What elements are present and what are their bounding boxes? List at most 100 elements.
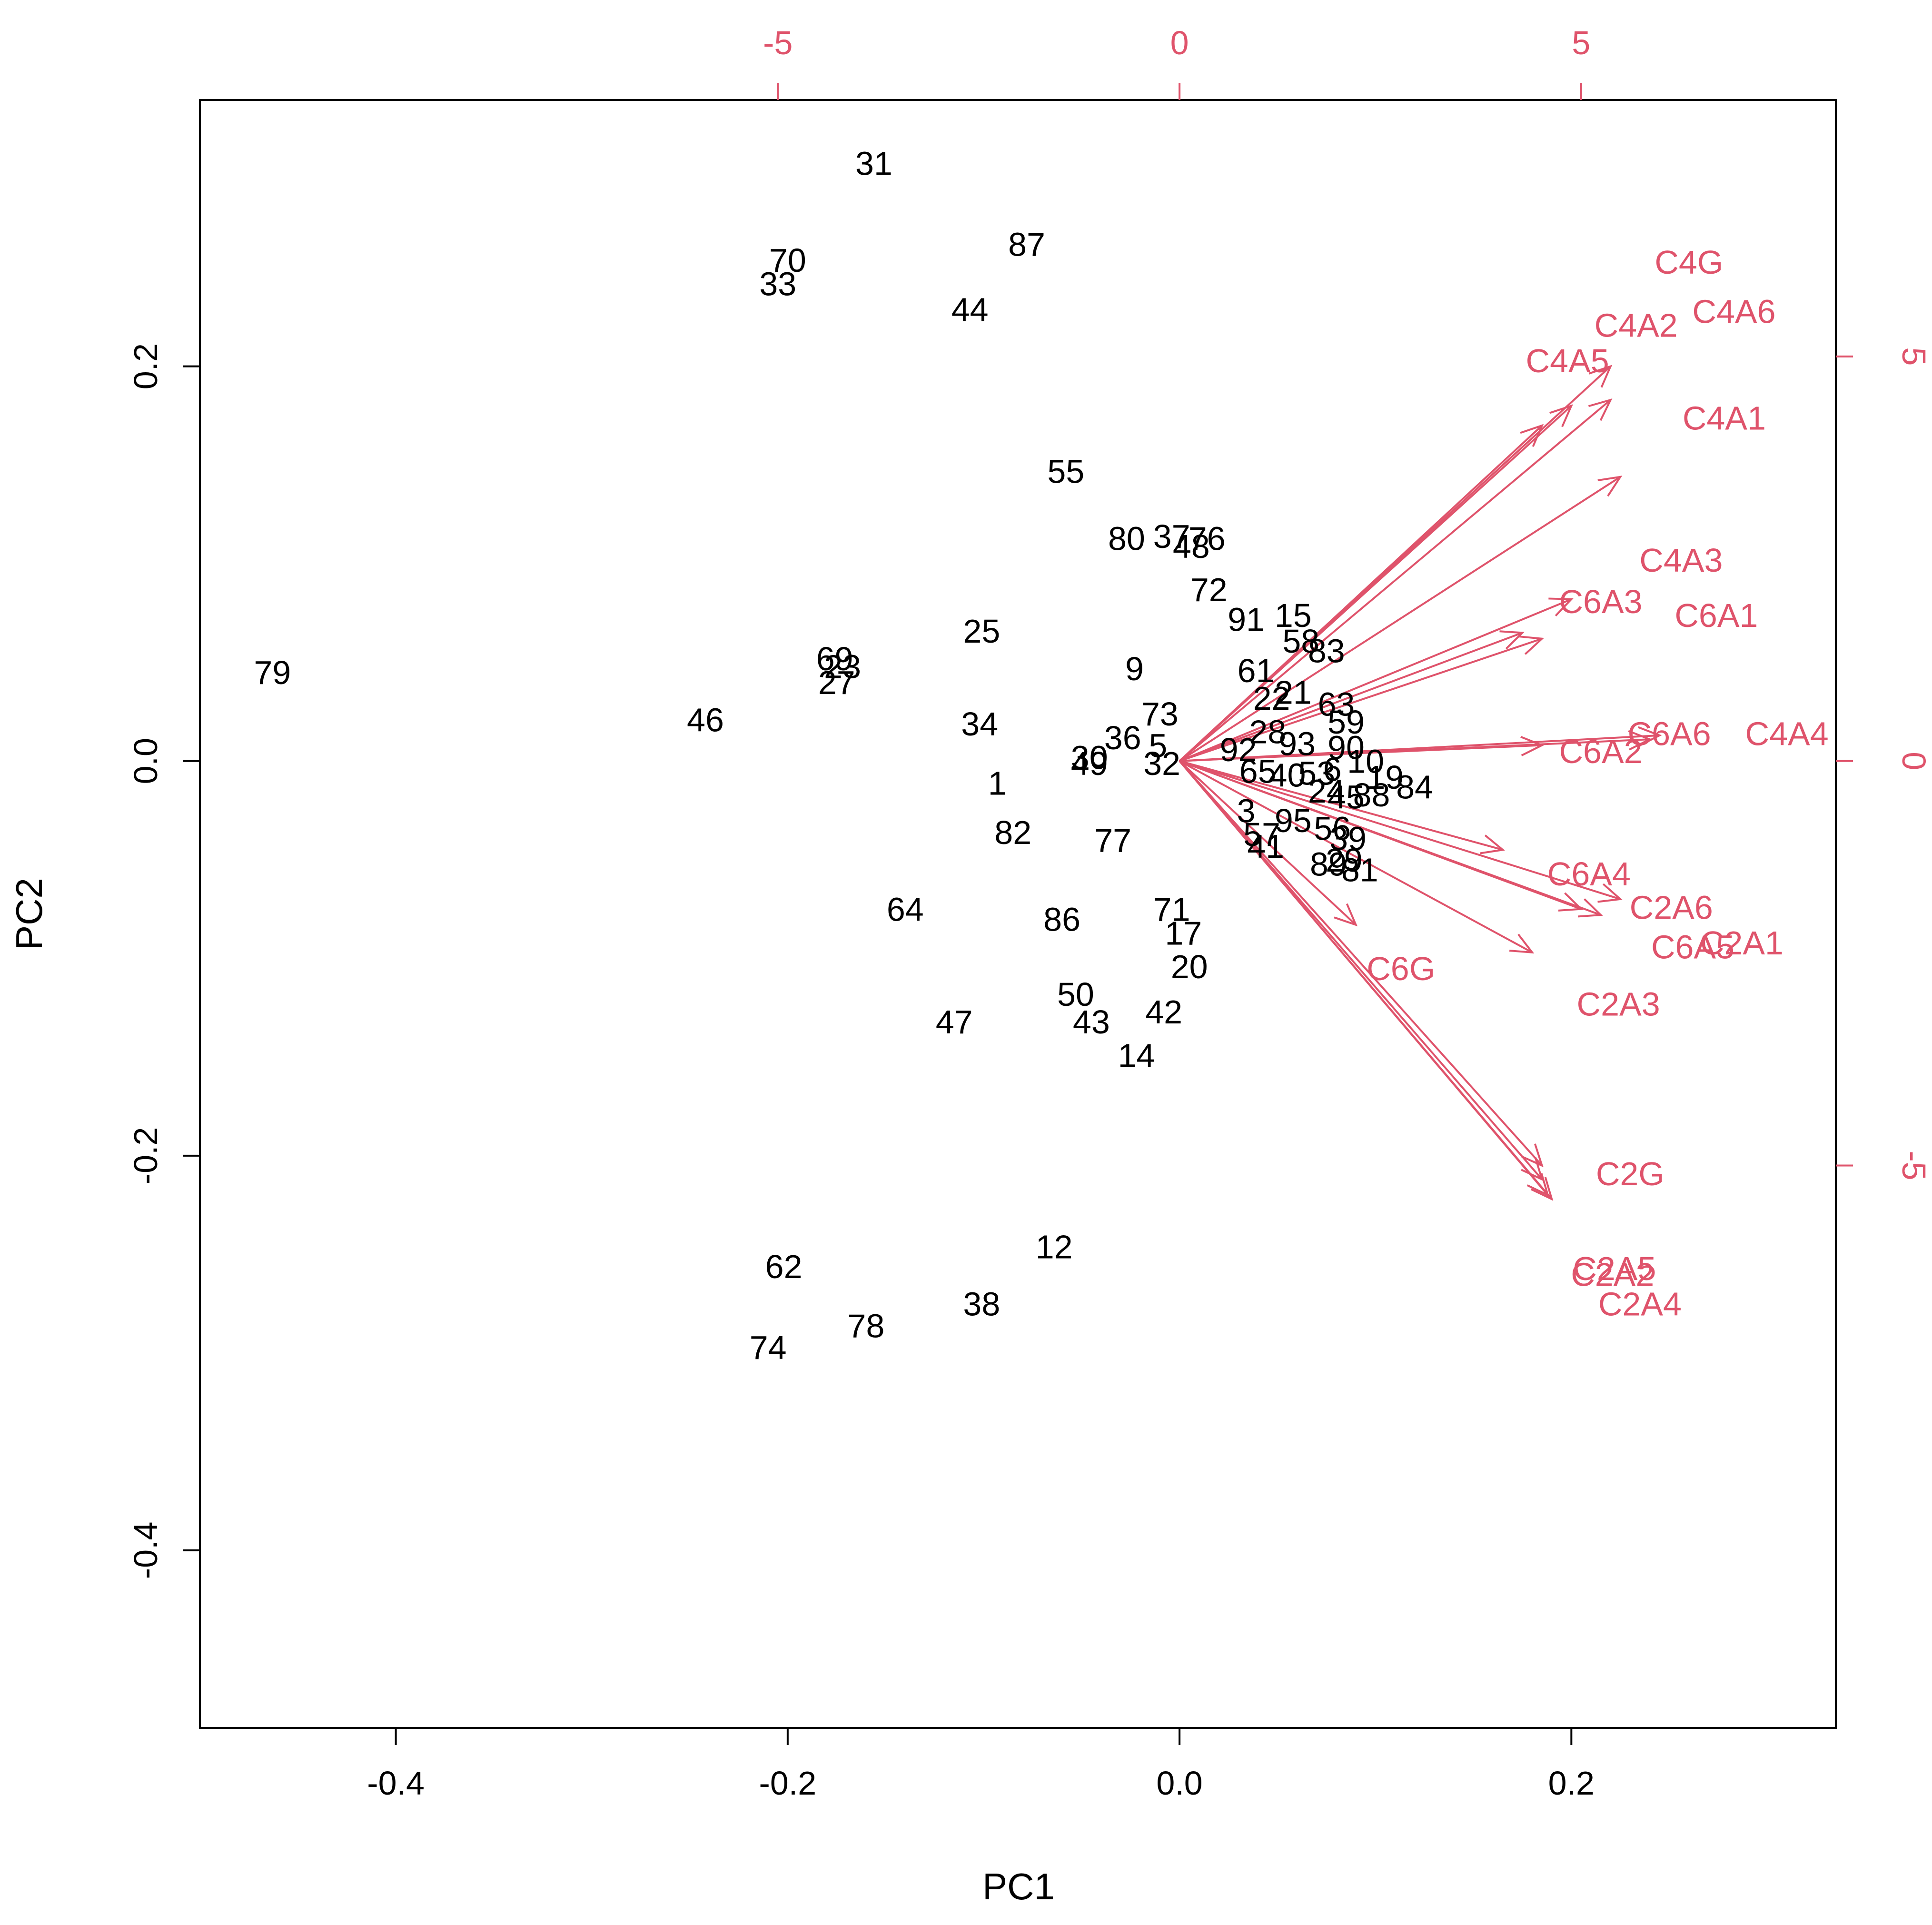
arrow-shaft — [1179, 399, 1611, 762]
observation-label: 9 — [1125, 650, 1144, 687]
observation-label: 29 — [1326, 842, 1363, 879]
loading-arrow — [1179, 760, 1603, 918]
observation-label: 91 — [1228, 601, 1265, 638]
observation-label: 58 — [1282, 623, 1319, 660]
observation-label: 43 — [1073, 1003, 1110, 1041]
variable-label: C4A2 — [1595, 307, 1678, 344]
observation-label: 24 — [1308, 773, 1345, 810]
observation-label: 50 — [1057, 976, 1094, 1013]
arrow-head — [1548, 597, 1574, 616]
loading-arrows — [1179, 365, 1662, 1201]
observation-label: 6 — [1323, 751, 1342, 788]
x2-tick-label: 0 — [1170, 24, 1189, 61]
x2-tick-label: 5 — [1572, 24, 1590, 61]
observation-label: 23 — [824, 648, 861, 685]
variable-label: C2A4 — [1598, 1286, 1682, 1323]
observation-label: 42 — [1145, 993, 1182, 1031]
arrow-head — [1509, 933, 1535, 954]
observation-label: 63 — [1318, 686, 1355, 723]
arrow-head — [1549, 404, 1573, 427]
observation-label: 22 — [1253, 680, 1290, 717]
variable-label: C4G — [1655, 244, 1723, 281]
arrow-head — [1519, 635, 1545, 655]
observation-label: 39 — [1329, 820, 1367, 857]
loading-arrow — [1179, 597, 1574, 762]
arrow-shaft — [1179, 637, 1543, 762]
observation-label: 31 — [855, 145, 892, 182]
x-axis-secondary: -5 0 5 — [763, 24, 1590, 100]
arrow-head — [1578, 898, 1603, 918]
observation-label: 46 — [687, 702, 724, 739]
observation-label: 10 — [1347, 743, 1384, 780]
observation-label: 90 — [1328, 729, 1365, 766]
observation-label: 69 — [816, 640, 853, 677]
observation-label: 65 — [1239, 753, 1277, 790]
variable-label: C2A2 — [1571, 1256, 1654, 1293]
observation-label: 73 — [1141, 695, 1179, 733]
observation-label: 77 — [1094, 822, 1131, 859]
arrow-head — [1638, 726, 1662, 747]
arrow-shaft — [1179, 476, 1621, 762]
loading-arrow — [1179, 630, 1525, 762]
loading-arrow — [1179, 760, 1623, 903]
observation-label: 79 — [254, 654, 291, 691]
arrow-shaft — [1179, 760, 1357, 926]
y-axis-secondary: -5 0 5 — [1836, 347, 1932, 1181]
arrow-shaft — [1179, 760, 1503, 851]
observation-label: 57 — [1243, 816, 1280, 853]
observation-label: 38 — [963, 1286, 1000, 1323]
x2-tick-label: -5 — [763, 24, 793, 61]
observation-label: 81 — [1341, 852, 1378, 889]
x-axis-primary: -0.4 -0.2 0.0 0.2 — [367, 1727, 1595, 1802]
observation-label: 95 — [1275, 802, 1312, 839]
observation-label: 21 — [1275, 674, 1312, 711]
observation-label: 74 — [750, 1329, 787, 1366]
observation-label: 33 — [759, 266, 796, 303]
y2-tick-label: 5 — [1895, 347, 1932, 366]
variable-label: C6A5 — [1651, 928, 1734, 965]
variable-label: C6A4 — [1547, 855, 1631, 893]
x-tick-label: 0.0 — [1156, 1765, 1202, 1802]
variable-label: C4A4 — [1745, 715, 1829, 753]
arrow-head — [1628, 730, 1652, 751]
observation-label: 25 — [963, 613, 1000, 650]
observation-label: 59 — [1328, 704, 1365, 741]
observation-label: 92 — [1220, 731, 1257, 768]
variable-label: C2A5 — [1573, 1250, 1656, 1287]
arrow-head — [1520, 736, 1545, 756]
observation-label: 93 — [1278, 725, 1316, 762]
arrow-head — [1588, 398, 1613, 421]
observation-label: 86 — [1043, 901, 1080, 938]
variable-label: C2A6 — [1630, 889, 1713, 926]
observation-label: 44 — [951, 291, 989, 328]
y-tick-label: 0.2 — [127, 343, 164, 389]
loading-arrow — [1179, 760, 1554, 1201]
observation-label: 83 — [1308, 633, 1345, 670]
observation-label: 82 — [994, 814, 1031, 851]
observation-label: 15 — [1275, 597, 1312, 634]
y-axis-primary: -0.4 -0.2 0.0 0.2 — [127, 343, 201, 1579]
observation-label: 84 — [1396, 769, 1433, 806]
observation-label: 41 — [1247, 828, 1284, 865]
variable-label: C4A1 — [1683, 399, 1766, 437]
variable-label: C6G — [1367, 950, 1435, 987]
observation-label: 61 — [1238, 652, 1275, 689]
arrow-head — [1530, 1177, 1554, 1201]
observation-label: 49 — [1071, 745, 1108, 782]
observation-label: 70 — [769, 242, 806, 279]
loading-arrow — [1179, 398, 1613, 762]
observation-label: 40 — [1269, 757, 1306, 794]
arrow-head — [1597, 476, 1623, 497]
observation-label: 1 — [988, 764, 1007, 802]
observation-label: 56 — [1314, 810, 1351, 847]
variable-label: C6A3 — [1559, 583, 1643, 620]
loading-arrow — [1179, 760, 1544, 1168]
observation-label: 17 — [1165, 914, 1202, 952]
y2-tick-label: -5 — [1895, 1151, 1932, 1180]
observation-label: 71 — [1153, 891, 1190, 928]
observation-label: 12 — [1036, 1229, 1073, 1266]
observation-label: 89 — [1310, 845, 1347, 883]
observation-label: 36 — [1104, 719, 1141, 756]
